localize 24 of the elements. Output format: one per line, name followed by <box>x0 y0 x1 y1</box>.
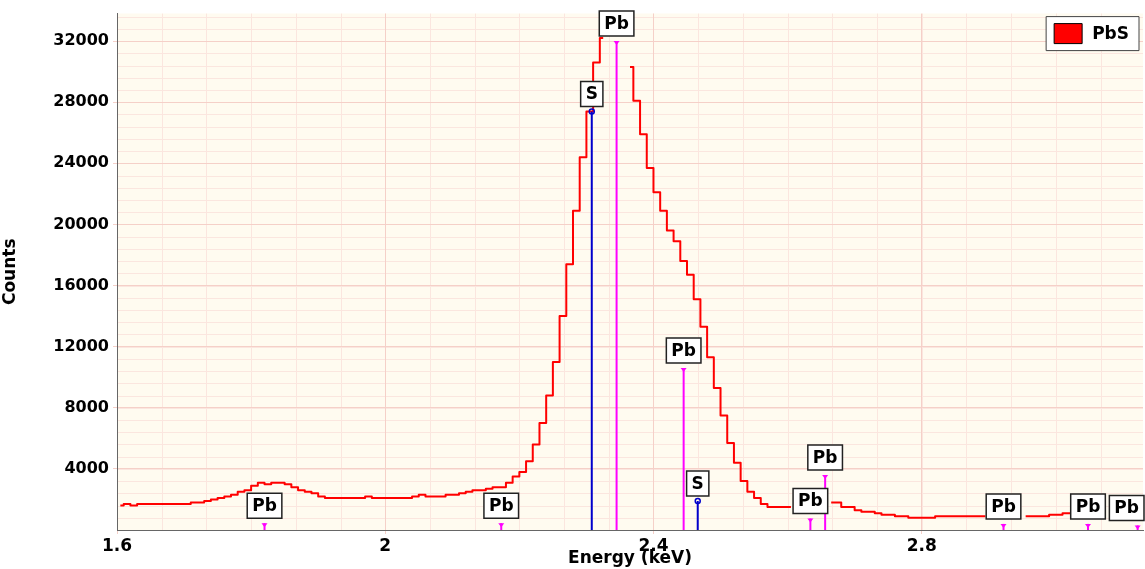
annotation: S <box>585 83 598 104</box>
annotation: Pb <box>1114 497 1140 518</box>
annotation: Pb <box>604 13 629 34</box>
y-tick-label: 4000 <box>64 458 109 478</box>
annotation: Pb <box>671 339 696 360</box>
legend-label: PbS <box>1092 23 1129 44</box>
annotation: Pb <box>991 495 1016 516</box>
annotation: Pb <box>798 490 823 511</box>
y-tick-label: 32000 <box>53 30 109 50</box>
x-tick-label: 2.8 <box>906 534 937 555</box>
annotation: Pb <box>488 495 514 516</box>
y-tick-label: 28000 <box>53 91 109 111</box>
y-tick-label: 20000 <box>53 213 109 233</box>
annotation: Pb <box>252 495 277 516</box>
x-tick-label: 1.6 <box>101 534 133 555</box>
y-tick-label: 16000 <box>53 274 109 294</box>
annotation: S <box>691 472 704 493</box>
annotation: Pb <box>812 446 838 467</box>
y-tick-label: 24000 <box>53 152 109 172</box>
y-axis-title: Counts <box>0 238 19 306</box>
y-tick-label: 12000 <box>53 335 109 355</box>
y-tick-label: 8000 <box>64 396 109 416</box>
annotation: Pb <box>1075 495 1101 516</box>
x-tick-label: 2 <box>379 534 392 555</box>
